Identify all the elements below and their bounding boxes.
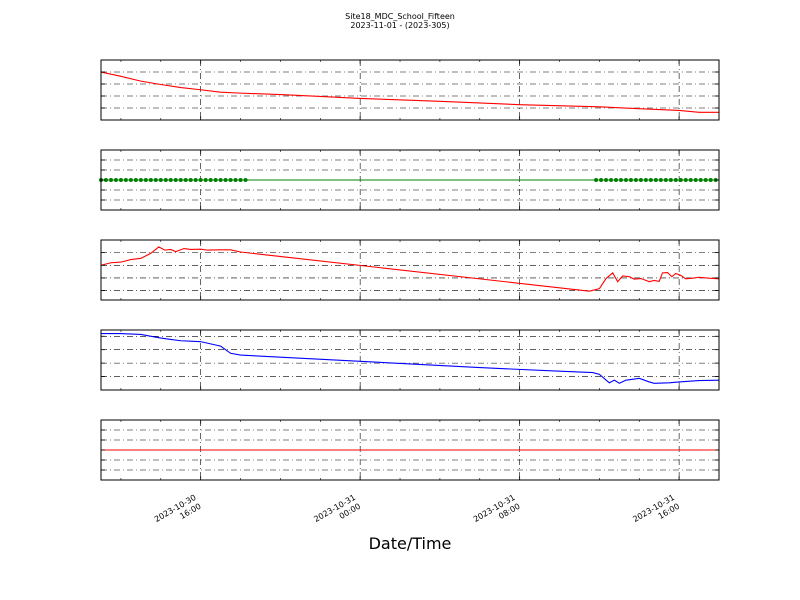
x-axis-label: Date/Time — [368, 534, 452, 553]
data-point-marker — [643, 178, 648, 182]
data-point-marker — [594, 178, 599, 182]
data-point-marker — [113, 178, 118, 182]
panel-3 — [100, 239, 720, 301]
data-point-marker — [223, 178, 228, 182]
panel-1 — [100, 59, 720, 121]
panel-frame — [100, 59, 720, 121]
data-point-marker — [153, 178, 158, 182]
data-point-marker — [658, 178, 663, 182]
x-tick-label: 2023-10-3100:00 — [312, 493, 362, 533]
chart-subtitle: 2023-11-01 - (2023-305) — [350, 21, 450, 30]
data-point-marker — [668, 178, 673, 182]
data-point-marker — [213, 178, 218, 182]
data-point-marker — [623, 178, 628, 182]
data-point-marker — [128, 178, 133, 182]
panel-5 — [100, 419, 720, 481]
data-point-marker — [693, 178, 698, 182]
x-tick-label: 2023-10-3108:00 — [472, 493, 522, 533]
data-point-marker — [609, 178, 614, 182]
data-point-marker — [628, 178, 633, 182]
series-line — [101, 333, 719, 384]
data-point-marker — [208, 178, 213, 182]
data-point-marker — [233, 178, 238, 182]
data-point-marker — [198, 178, 203, 182]
data-point-marker — [133, 178, 138, 182]
data-point-marker — [108, 178, 113, 182]
data-point-marker — [698, 178, 703, 182]
panel-2 — [99, 149, 720, 211]
data-point-marker — [688, 178, 693, 182]
data-point-marker — [188, 178, 193, 182]
data-point-marker — [193, 178, 198, 182]
data-point-marker — [238, 178, 243, 182]
series-line — [101, 71, 719, 113]
data-point-marker — [103, 178, 108, 182]
data-point-marker — [218, 178, 223, 182]
data-point-marker — [673, 178, 678, 182]
data-point-marker — [143, 178, 148, 182]
data-point-marker — [683, 178, 688, 182]
data-point-marker — [163, 178, 168, 182]
data-point-marker — [708, 178, 713, 182]
data-point-marker — [614, 178, 618, 182]
data-point-marker — [663, 178, 668, 182]
data-point-marker — [243, 178, 248, 182]
x-tick-label: 2023-10-3116:00 — [631, 493, 681, 533]
chart-title: Site18_MDC_School_Fifteen — [345, 12, 455, 21]
panel-frame — [100, 239, 720, 301]
data-point-marker — [703, 178, 708, 182]
data-point-marker — [183, 178, 188, 182]
data-point-marker — [618, 178, 623, 182]
panel-4 — [100, 329, 720, 391]
panel-frame — [100, 329, 720, 391]
data-point-marker — [138, 178, 143, 182]
data-point-marker — [633, 178, 638, 182]
data-point-marker — [173, 178, 178, 182]
data-point-marker — [178, 178, 183, 182]
data-point-marker — [638, 178, 643, 182]
data-point-marker — [599, 178, 604, 182]
data-point-marker — [604, 178, 609, 182]
data-point-marker — [158, 178, 163, 182]
x-tick-label: 2023-10-3016:00 — [153, 493, 203, 533]
data-point-marker — [123, 178, 128, 182]
data-point-marker — [228, 178, 233, 182]
data-point-marker — [118, 178, 123, 182]
data-point-marker — [168, 178, 173, 182]
series-line — [101, 246, 719, 292]
data-point-marker — [678, 178, 683, 182]
data-point-marker — [203, 178, 208, 182]
data-point-marker — [148, 178, 153, 182]
data-point-marker — [648, 178, 653, 182]
data-point-marker — [653, 178, 658, 182]
